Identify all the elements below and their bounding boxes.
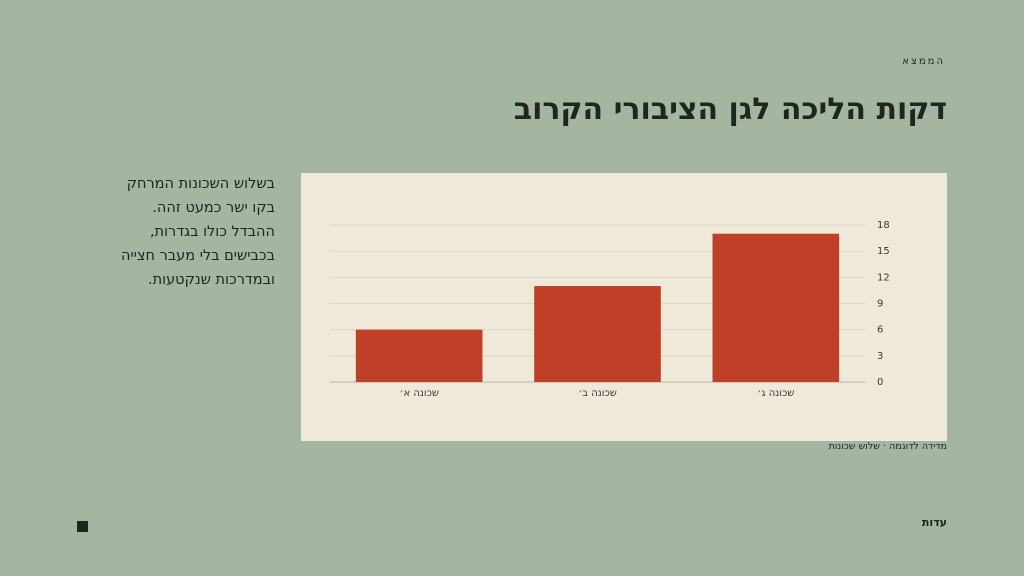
y-tick-label: 0 xyxy=(877,377,883,388)
y-tick-label: 12 xyxy=(877,272,890,283)
bar xyxy=(712,233,840,382)
chart-note: מדידה לדוגמה · שלוש שכונות xyxy=(828,441,947,452)
x-tick-label: שכונה ב׳ xyxy=(578,388,617,399)
x-tick-label: שכונה א׳ xyxy=(399,388,439,399)
y-tick-label: 9 xyxy=(877,299,883,310)
x-tick-label: שכונה ג׳ xyxy=(757,388,794,399)
chart-title: דקות הליכה לגן הציבורי הקרוב xyxy=(513,92,947,127)
paragraph: בשלוש השכונות המרחק בקו ישר כמעט זהה. הה… xyxy=(120,176,275,288)
y-tick-label: 18 xyxy=(877,220,890,231)
y-tick-label: 6 xyxy=(877,325,883,336)
footer-square xyxy=(77,521,88,532)
footer: עדות xyxy=(921,516,947,529)
y-tick-label: 15 xyxy=(877,246,890,257)
bar xyxy=(355,329,483,382)
bar xyxy=(534,286,661,382)
eyebrow: הממצא xyxy=(902,56,945,67)
y-tick-label: 3 xyxy=(877,351,883,362)
